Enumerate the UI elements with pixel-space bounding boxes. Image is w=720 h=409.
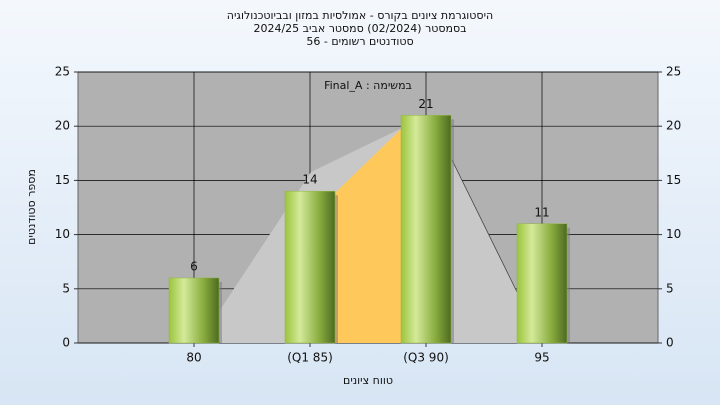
y2-tick-label: 10 (666, 227, 681, 241)
y-tick-label: 10 (55, 227, 70, 241)
chart-subtitle: סטודנטים רשומים - 56 (306, 35, 413, 48)
x-tick-label: (Q3 90) (403, 351, 449, 365)
x-tick-label: (Q1 85) (287, 351, 333, 365)
y2-tick-label: 20 (666, 119, 681, 133)
chart-title: היסטוגרמת ציונים בקורס - אמולסיות במזון … (227, 9, 493, 22)
y-tick-label: 25 (55, 65, 70, 79)
x-tick-label: 80 (186, 351, 201, 365)
chart-subtitle: בסמסטר (02/2024) סמסטר אביב 2024/25 (253, 22, 466, 35)
value-label: 11 (534, 205, 549, 219)
x-tick-label: 95 (534, 351, 549, 365)
y2-tick-label: 5 (666, 281, 674, 295)
bar (400, 115, 452, 344)
value-label: 21 (418, 97, 433, 111)
bar (516, 223, 568, 344)
y-tick-label: 0 (62, 336, 70, 350)
bar (168, 277, 220, 344)
y-axis-label: מספר סטודנטים (25, 169, 38, 245)
value-label: 14 (302, 173, 317, 187)
y2-tick-label: 15 (666, 173, 681, 187)
value-label: 6 (190, 259, 198, 273)
y-tick-label: 5 (62, 281, 70, 295)
x-axis-label: טווח ציונים (343, 374, 393, 387)
quartile-area (336, 128, 402, 343)
bar (284, 190, 336, 344)
y2-tick-label: 25 (666, 65, 681, 79)
y-tick-label: 15 (55, 173, 70, 187)
y2-tick-label: 0 (666, 336, 674, 350)
y-tick-label: 20 (55, 119, 70, 133)
annotation: במשימה : Final_A (324, 79, 412, 92)
range-line (451, 159, 518, 293)
